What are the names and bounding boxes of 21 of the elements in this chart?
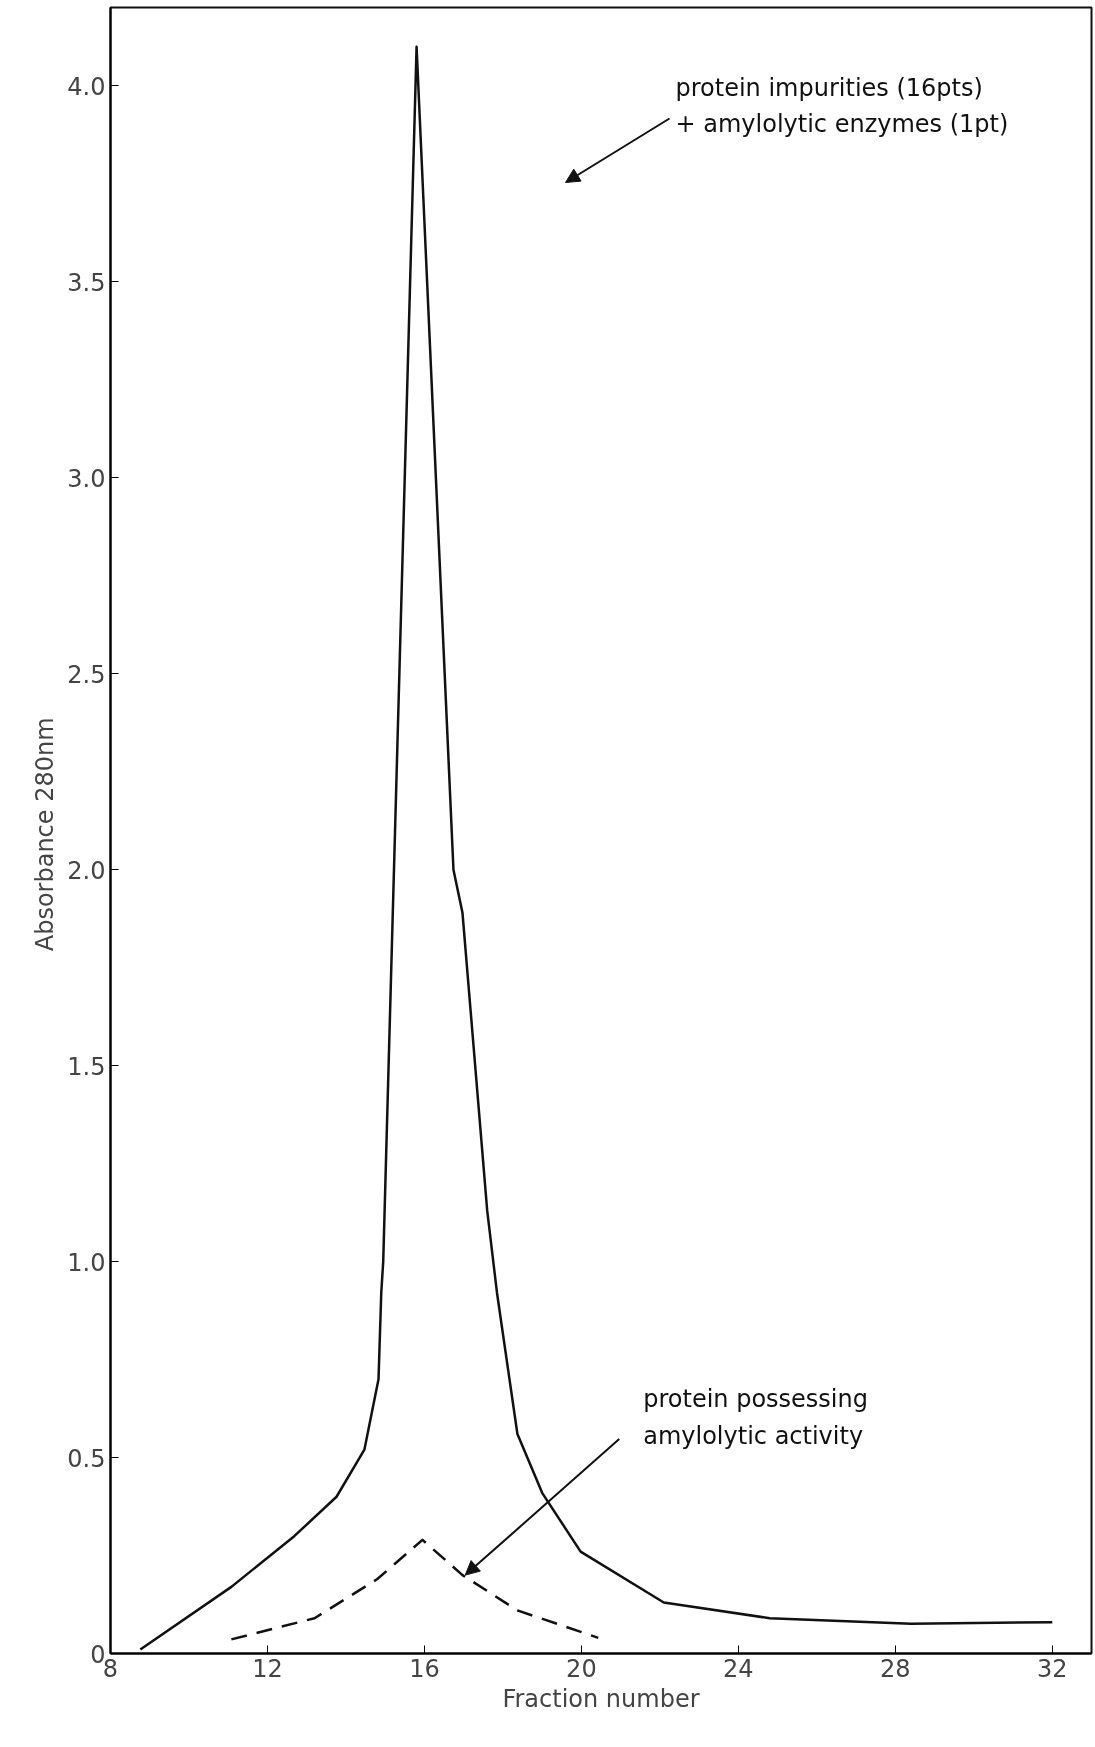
y-tick-label: 1.0	[67, 1248, 106, 1277]
x-tick-label: 12	[252, 1654, 283, 1683]
y-tick-label: 2.0	[67, 856, 106, 885]
y-axis-title: Absorbance 280nm	[31, 717, 60, 952]
x-tick-label: 20	[566, 1654, 597, 1683]
annotation: protein possessing amylolytic activity	[643, 1385, 868, 1450]
y-tick-label: 0.5	[67, 1444, 106, 1473]
x-axis-title: Fraction number	[502, 1684, 700, 1713]
y-tick-label: 1.5	[67, 1052, 106, 1081]
annotation: protein impurities (16pts) + amylolytic enzymes (1pt)	[675, 73, 1009, 138]
y-tick-label: 4.0	[67, 72, 106, 101]
x-tick-label: 32	[1036, 1654, 1068, 1683]
line-series	[230, 1538, 600, 1641]
x-tick-label: 28	[880, 1654, 911, 1683]
y-tick-label: 3.5	[67, 268, 106, 297]
x-tick-label: 24	[723, 1654, 754, 1683]
y-tick-label: 3.0	[67, 464, 106, 493]
x-tick-label: 16	[409, 1654, 440, 1683]
y-tick-label: 0	[90, 1640, 106, 1669]
line-series	[139, 45, 1054, 1651]
y-tick-label: 2.5	[67, 660, 106, 689]
